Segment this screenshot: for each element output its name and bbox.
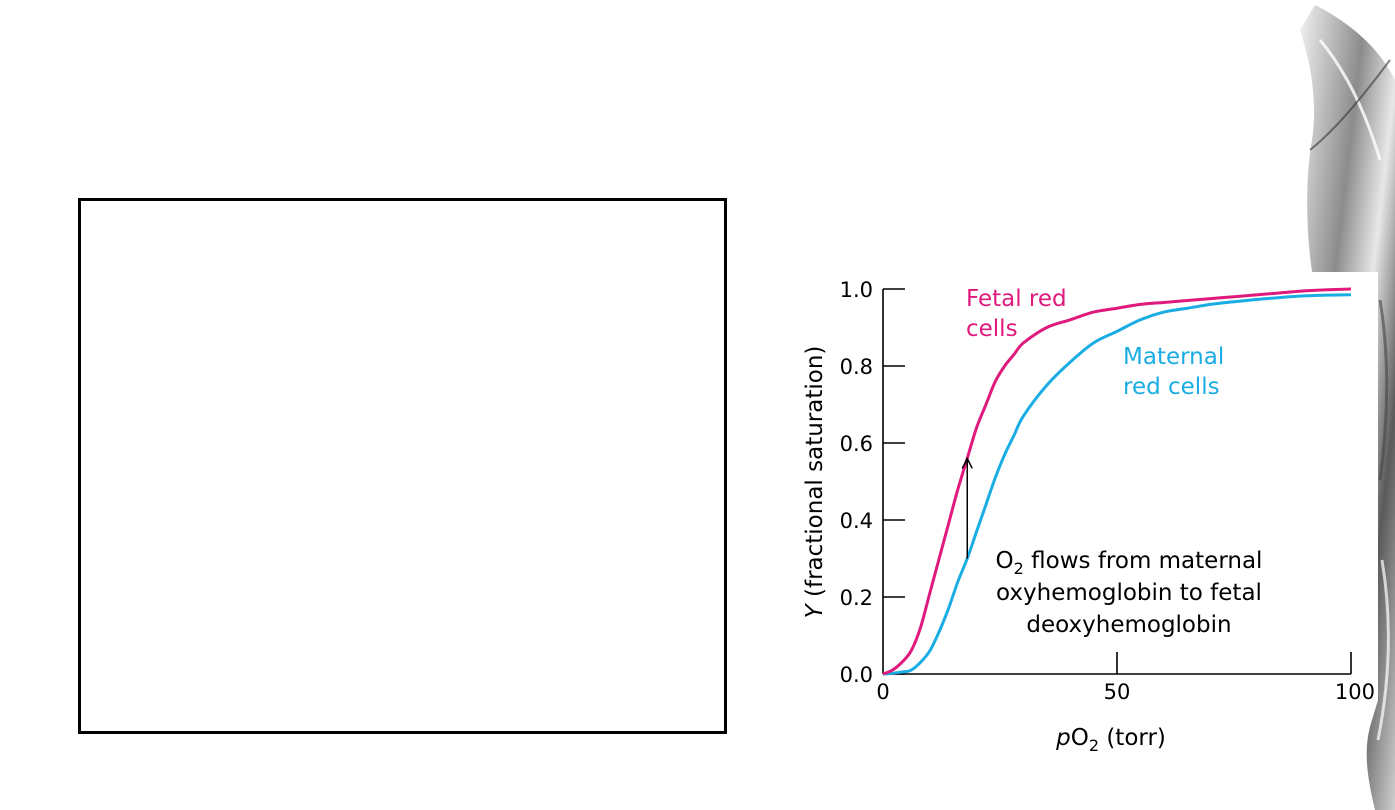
y-axis-title: Y (fractional saturation) [802,346,828,619]
empty-placeholder-box [78,198,727,734]
y-tick-label: 0.4 [840,509,873,533]
x-tick-label: 50 [1104,680,1131,704]
annotation-line-3: deoxyhemoglobin [1026,612,1231,638]
y-tick-label: 1.0 [840,278,873,302]
maternal-red-cells-curve [882,293,1352,676]
y-tick-label: 0.2 [840,586,873,610]
fetal-red-cells-curve [882,287,1352,676]
arrow-head-icon [961,456,973,469]
axis-ticks: 0.0 0.2 0.4 0.6 0.8 1.0 0 50 100 [840,278,1375,704]
y-tick-label: 0.8 [840,355,873,379]
fetal-series-label: Fetal red cells [966,286,1067,342]
annotation-line-1: O2 flows from maternal [996,548,1263,578]
maternal-series-label: Maternal red cells [1123,344,1224,400]
y-tick-label: 0.0 [840,663,873,687]
x-tick-label: 100 [1335,680,1375,704]
annotation-line-2: oxyhemoglobin to fetal [996,580,1262,606]
x-tick-label: 0 [876,680,889,704]
y-tick-label: 0.6 [840,432,873,456]
x-axis-title: pO2 (torr) [1055,725,1166,755]
decorative-swirl-image [1300,5,1395,810]
